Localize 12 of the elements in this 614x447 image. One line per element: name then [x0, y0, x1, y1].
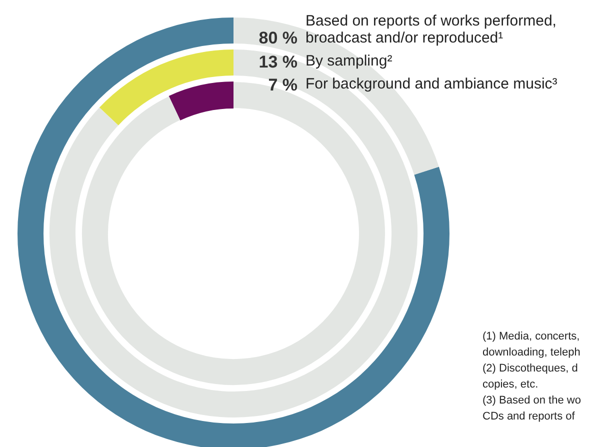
data-label: 7 %: [268, 76, 298, 94]
text: CDs and reports of: [482, 410, 576, 422]
text: (3) Based on the wo: [482, 394, 581, 406]
category-label: By sampling²: [306, 52, 392, 70]
data-label: 13 %: [258, 52, 298, 72]
text: downloading, teleph: [482, 346, 580, 358]
text: (2) Discotheques, d: [482, 362, 578, 374]
text: (1) Media, concerts,: [482, 330, 580, 342]
text: copies, etc.: [482, 378, 538, 390]
category-label: Based on reports of works performed, broadcast and/or reproduced¹: [306, 12, 556, 46]
category-label: For background and ambiance music³: [306, 76, 558, 92]
data-label: 80 %: [258, 28, 298, 48]
